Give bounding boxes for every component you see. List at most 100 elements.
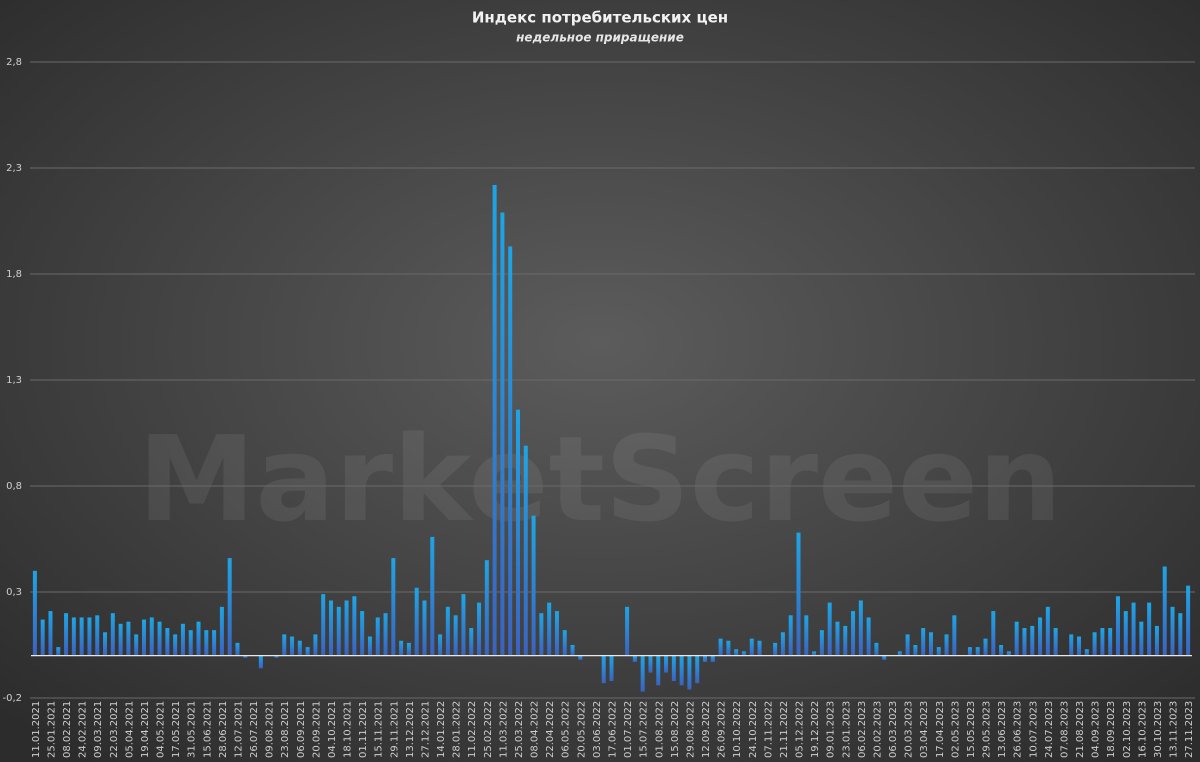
y-tick-label: 2,8 bbox=[6, 57, 22, 68]
bar bbox=[788, 615, 793, 656]
bar bbox=[391, 558, 396, 656]
x-tick-label: 24.10.2022 bbox=[748, 701, 759, 758]
bar bbox=[328, 600, 333, 656]
bar bbox=[734, 649, 739, 656]
x-tick-label: 05.12.2022 bbox=[795, 701, 806, 758]
x-tick-label: 07.11.2022 bbox=[763, 701, 774, 758]
x-tick-label: 27.11.2023 bbox=[1184, 701, 1195, 758]
x-tick-label: 11.02.2022 bbox=[467, 701, 478, 758]
x-tick-label: 18.10.2021 bbox=[343, 701, 354, 758]
x-tick-label: 25.03.2022 bbox=[514, 701, 525, 758]
bar bbox=[819, 630, 824, 656]
bar bbox=[110, 613, 115, 656]
bar bbox=[710, 655, 715, 662]
bar bbox=[40, 619, 45, 656]
x-tick-label: 01.11.2021 bbox=[358, 701, 369, 758]
bar bbox=[48, 611, 53, 656]
bar bbox=[321, 594, 326, 656]
x-tick-label: 15.06.2021 bbox=[202, 701, 213, 758]
bar bbox=[204, 630, 209, 656]
bar bbox=[1069, 634, 1074, 656]
bar bbox=[352, 596, 357, 656]
x-tick-label: 07.08.2023 bbox=[1059, 701, 1070, 758]
x-tick-label: 20.03.2023 bbox=[904, 701, 915, 758]
x-tick-label: 15.07.2022 bbox=[639, 701, 650, 758]
x-tick-label: 11.03.2022 bbox=[498, 701, 509, 758]
bar bbox=[1014, 621, 1019, 656]
x-tick-label: 27.12.2021 bbox=[420, 701, 431, 758]
bar bbox=[336, 606, 341, 656]
x-tick-label: 17.06.2022 bbox=[608, 701, 619, 758]
bar bbox=[383, 613, 388, 656]
bar bbox=[1006, 651, 1011, 656]
y-tick-label: 0,3 bbox=[6, 587, 22, 598]
x-tick-label: 29.11.2021 bbox=[389, 701, 400, 758]
x-tick-label: 29.08.2022 bbox=[685, 701, 696, 758]
x-tick-label: 26.06.2023 bbox=[1013, 701, 1024, 758]
bar bbox=[601, 655, 606, 684]
x-tick-label: 22.04.2022 bbox=[545, 701, 556, 758]
x-tick-label: 06.05.2022 bbox=[561, 701, 572, 758]
x-tick-label: 09.03.2021 bbox=[93, 701, 104, 758]
bar bbox=[664, 655, 669, 673]
x-tick-label: 05.04.2021 bbox=[124, 701, 135, 758]
bar bbox=[484, 560, 489, 656]
bar bbox=[695, 655, 700, 684]
bar bbox=[928, 632, 933, 656]
x-tick-label: 13.12.2021 bbox=[405, 701, 416, 758]
x-tick-label: 24.02.2021 bbox=[78, 701, 89, 758]
bar bbox=[547, 602, 552, 656]
bar bbox=[1038, 617, 1043, 656]
bar bbox=[874, 642, 879, 656]
x-tick-label: 13.11.2023 bbox=[1169, 701, 1180, 758]
y-tick-label: 1,8 bbox=[6, 269, 22, 280]
bar bbox=[422, 600, 427, 656]
x-tick-label: 19.12.2022 bbox=[810, 701, 821, 758]
bar bbox=[1100, 628, 1105, 656]
bar bbox=[851, 611, 856, 656]
bar bbox=[367, 636, 372, 656]
x-tick-label: 11.01.2021 bbox=[31, 701, 42, 758]
bar bbox=[1131, 602, 1136, 656]
x-tick-label: 03.04.2023 bbox=[919, 701, 930, 758]
x-tick-label: 08.04.2022 bbox=[530, 701, 541, 758]
x-tick-label: 20.05.2022 bbox=[576, 701, 587, 758]
x-tick-label: 25.01.2021 bbox=[46, 701, 57, 758]
bar bbox=[1170, 606, 1175, 656]
bar bbox=[360, 611, 365, 656]
x-tick-label: 01.08.2022 bbox=[654, 701, 665, 758]
bar bbox=[773, 642, 778, 656]
bar bbox=[1022, 628, 1027, 656]
bar bbox=[477, 602, 482, 656]
bar bbox=[1147, 602, 1152, 656]
bar bbox=[95, 615, 100, 656]
bar bbox=[297, 640, 302, 656]
bar bbox=[570, 645, 575, 656]
bar bbox=[640, 655, 645, 692]
x-tick-label: 25.02.2022 bbox=[483, 701, 494, 758]
bar bbox=[858, 600, 863, 656]
x-tick-label: 26.09.2022 bbox=[717, 701, 728, 758]
bar bbox=[523, 445, 528, 656]
bar bbox=[726, 640, 731, 656]
bar bbox=[243, 655, 248, 658]
bar bbox=[1115, 596, 1120, 656]
x-tick-label: 20.09.2021 bbox=[311, 701, 322, 758]
bar bbox=[1123, 611, 1128, 656]
x-tick-label: 20.02.2023 bbox=[872, 701, 883, 758]
bar bbox=[445, 606, 450, 656]
bar bbox=[578, 655, 583, 660]
bar bbox=[913, 645, 918, 656]
x-tick-label: 12.09.2022 bbox=[701, 701, 712, 758]
bar bbox=[469, 628, 474, 656]
bar bbox=[718, 638, 723, 656]
x-tick-label: 04.10.2021 bbox=[327, 701, 338, 758]
bar bbox=[305, 647, 310, 656]
x-tick-label: 28.01.2022 bbox=[452, 701, 463, 758]
x-tick-label: 10.10.2022 bbox=[732, 701, 743, 758]
y-tick-label: -0,2 bbox=[2, 693, 22, 704]
bar bbox=[219, 606, 224, 656]
bar bbox=[921, 628, 926, 656]
bar bbox=[515, 409, 520, 656]
